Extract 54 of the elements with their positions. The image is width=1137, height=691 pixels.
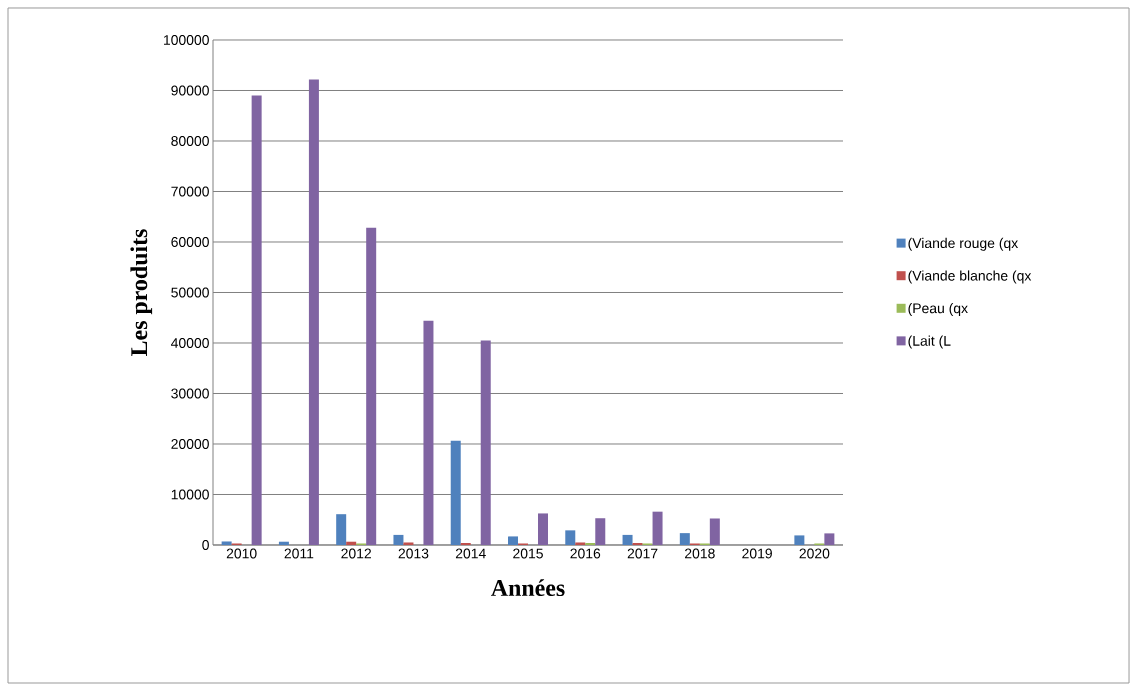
y-tick-label: 10000 — [171, 489, 209, 500]
bar — [278, 541, 289, 545]
y-tick-label: 100000 — [164, 35, 209, 45]
x-tick-label: 2017 — [627, 548, 658, 559]
x-tick-label: 2012 — [341, 548, 371, 559]
bar — [346, 541, 357, 545]
bar — [709, 518, 720, 545]
bar — [679, 533, 690, 545]
bar — [251, 95, 262, 545]
y-tick-label: 20000 — [171, 439, 209, 449]
bar — [508, 536, 518, 545]
bar — [595, 518, 606, 545]
bar — [423, 320, 434, 545]
legend-label: (Viande rouge (qx — [908, 237, 1019, 251]
x-tick-label: 2019 — [742, 548, 772, 559]
bar — [393, 534, 404, 545]
bar — [480, 340, 491, 545]
x-tick-label: 2015 — [513, 548, 543, 559]
x-tick-label: 2013 — [398, 548, 429, 559]
bar — [575, 542, 586, 545]
x-tick-label: 2010 — [226, 548, 257, 559]
bar — [632, 542, 643, 545]
bar — [460, 542, 471, 545]
legend-label: (Peau (qx — [908, 302, 968, 316]
y-tick-label: 30000 — [171, 388, 209, 399]
x-tick-label: 2018 — [685, 548, 715, 559]
y-tick-label: 0 — [202, 540, 209, 550]
legend-label: (Viande blanche (qx — [908, 270, 1032, 284]
x-tick-label: 2014 — [455, 548, 486, 559]
bar — [565, 530, 576, 545]
y-tick-label: 70000 — [171, 186, 209, 197]
bar — [308, 79, 319, 545]
x-axis-title: Années — [491, 579, 565, 597]
x-tick-label: 2016 — [570, 548, 601, 559]
y-tick-label: 80000 — [171, 136, 209, 146]
bar — [403, 542, 414, 545]
bar — [538, 513, 548, 545]
bar — [622, 534, 633, 545]
x-tick-label: 2020 — [799, 548, 830, 559]
y-axis-title: Les produits — [130, 229, 153, 356]
bar — [585, 542, 596, 545]
bar — [794, 535, 805, 545]
y-tick-label: 60000 — [171, 237, 209, 247]
legend-label: (Lait (L — [908, 335, 951, 349]
bar — [221, 541, 232, 545]
bar — [366, 227, 377, 545]
y-tick-label: 50000 — [171, 287, 209, 298]
bar — [824, 533, 835, 545]
y-tick-label: 40000 — [171, 338, 209, 348]
y-tick-label: 90000 — [171, 85, 209, 96]
bar — [336, 514, 347, 545]
x-tick-label: 2011 — [284, 548, 314, 559]
bar — [450, 440, 461, 545]
bar — [652, 511, 663, 545]
